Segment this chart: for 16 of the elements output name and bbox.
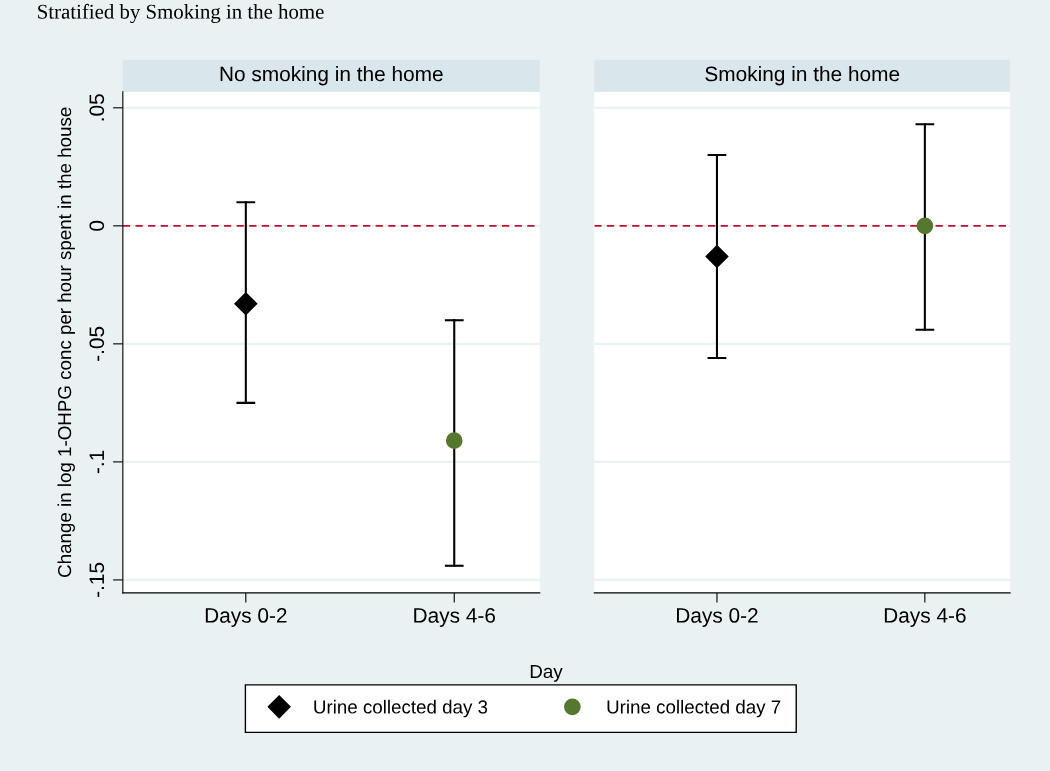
x-tick-label: Days 4-6 <box>884 608 966 627</box>
text: Stratified by Smoking in the home <box>38 3 324 24</box>
legend-label: Urine collected day 7 <box>607 699 781 718</box>
x-axis-title: Day <box>530 665 563 682</box>
x-tick-label: Days 4-6 <box>414 608 496 627</box>
x-tick-label: Days 0-2 <box>205 608 287 627</box>
y-tick-label: -.1 <box>89 450 104 474</box>
y-tick-label: -.15 <box>89 562 105 597</box>
y-tick-label: 0 <box>89 220 105 231</box>
x-tick-label: Days 0-2 <box>676 608 758 627</box>
legend-label: Urine collected day 3 <box>314 699 488 718</box>
chart-title: Smoking in the home <box>705 66 900 86</box>
chart-title: No smoking in the home <box>220 66 443 86</box>
y-tick-label: -.05 <box>89 326 105 361</box>
y-axis-title: Change in log 1-OHPG conc per hour spent in the house <box>57 107 75 577</box>
y-tick-label: .05 <box>89 94 105 121</box>
